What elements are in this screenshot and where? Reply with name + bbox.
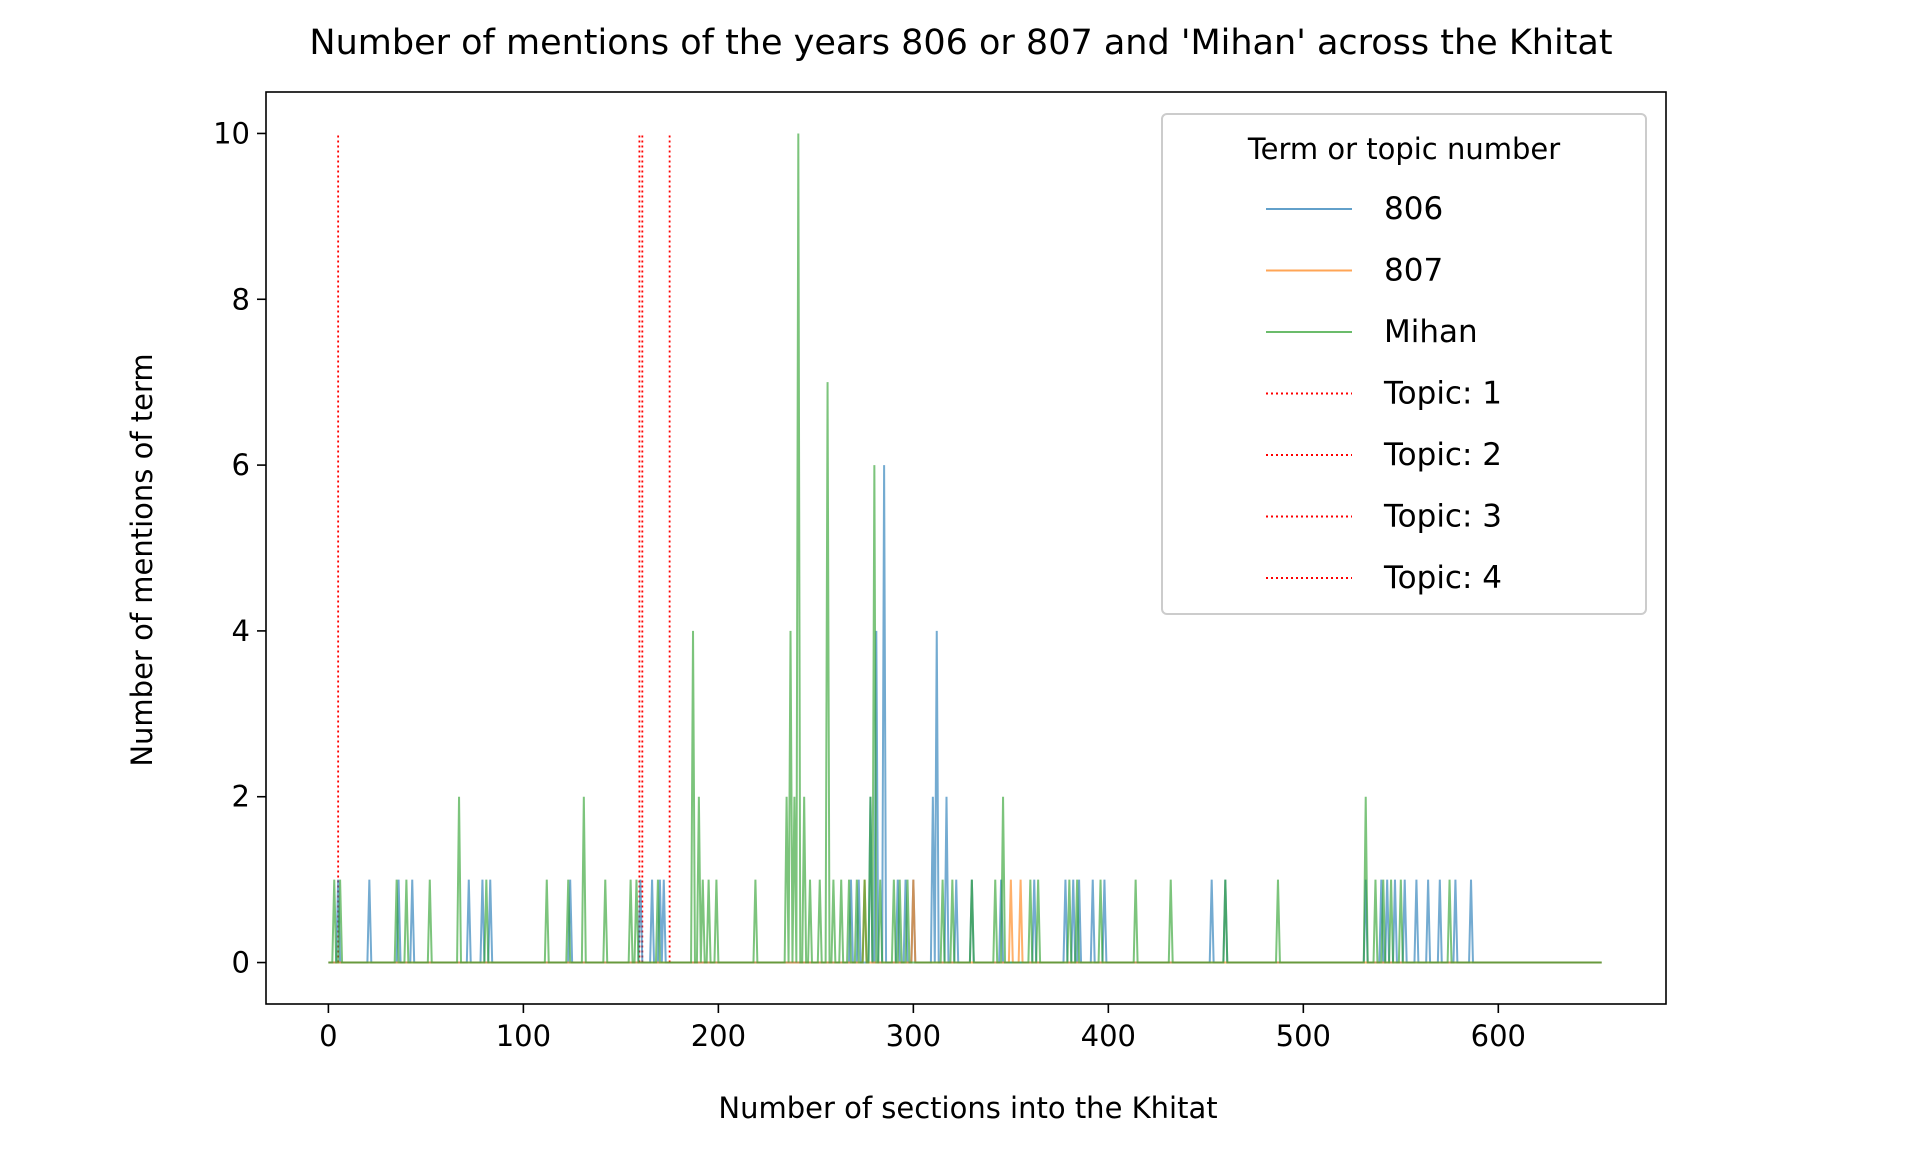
y-tick-label: 6 xyxy=(232,448,250,482)
y-tick-label: 10 xyxy=(213,116,250,150)
legend-label: Mihan xyxy=(1384,314,1478,350)
legend: Term or topic number 806 807 Mihan Topic: 1… xyxy=(1161,113,1647,615)
x-tick-label: 0 xyxy=(319,1019,337,1053)
y-tick-label: 2 xyxy=(232,780,250,814)
plot-frame xyxy=(265,91,1667,1005)
legend-label: 807 xyxy=(1384,253,1443,289)
legend-label: Topic: 2 xyxy=(1383,437,1502,473)
legend-box xyxy=(1161,113,1647,615)
chart-title: Number of mentions of the years 806 or 8… xyxy=(309,23,1612,63)
x-tick-label: 400 xyxy=(1081,1019,1136,1053)
x-axis-ticks: 0 100 200 300 400 500 600 xyxy=(319,1004,1526,1053)
legend-items: 806 807 Mihan Topic: 1 Topic: 2 Topic: 3 Topic… xyxy=(1266,191,1502,596)
x-tick-label: 300 xyxy=(886,1019,941,1053)
y-tick-label: 4 xyxy=(232,614,250,648)
legend-label: 806 xyxy=(1384,191,1443,227)
series-line-mihan xyxy=(328,133,1602,964)
y-tick-label: 0 xyxy=(232,946,250,980)
legend-title: Term or topic number xyxy=(1247,132,1560,166)
x-tick-label: 100 xyxy=(496,1019,551,1053)
x-axis-label: Number of sections into the Khitat xyxy=(718,1091,1217,1125)
y-axis-ticks: 0 2 4 6 8 10 xyxy=(213,116,266,980)
legend-label: Topic: 1 xyxy=(1383,376,1502,412)
y-tick-label: 8 xyxy=(232,282,250,316)
plot-area xyxy=(328,133,1602,964)
x-tick-label: 600 xyxy=(1471,1019,1526,1053)
legend-label: Topic: 4 xyxy=(1383,560,1502,596)
legend-label: Topic: 3 xyxy=(1383,499,1502,535)
x-tick-label: 200 xyxy=(691,1019,746,1053)
y-axis-label: Number of mentions of term xyxy=(125,353,159,766)
x-tick-label: 500 xyxy=(1276,1019,1331,1053)
